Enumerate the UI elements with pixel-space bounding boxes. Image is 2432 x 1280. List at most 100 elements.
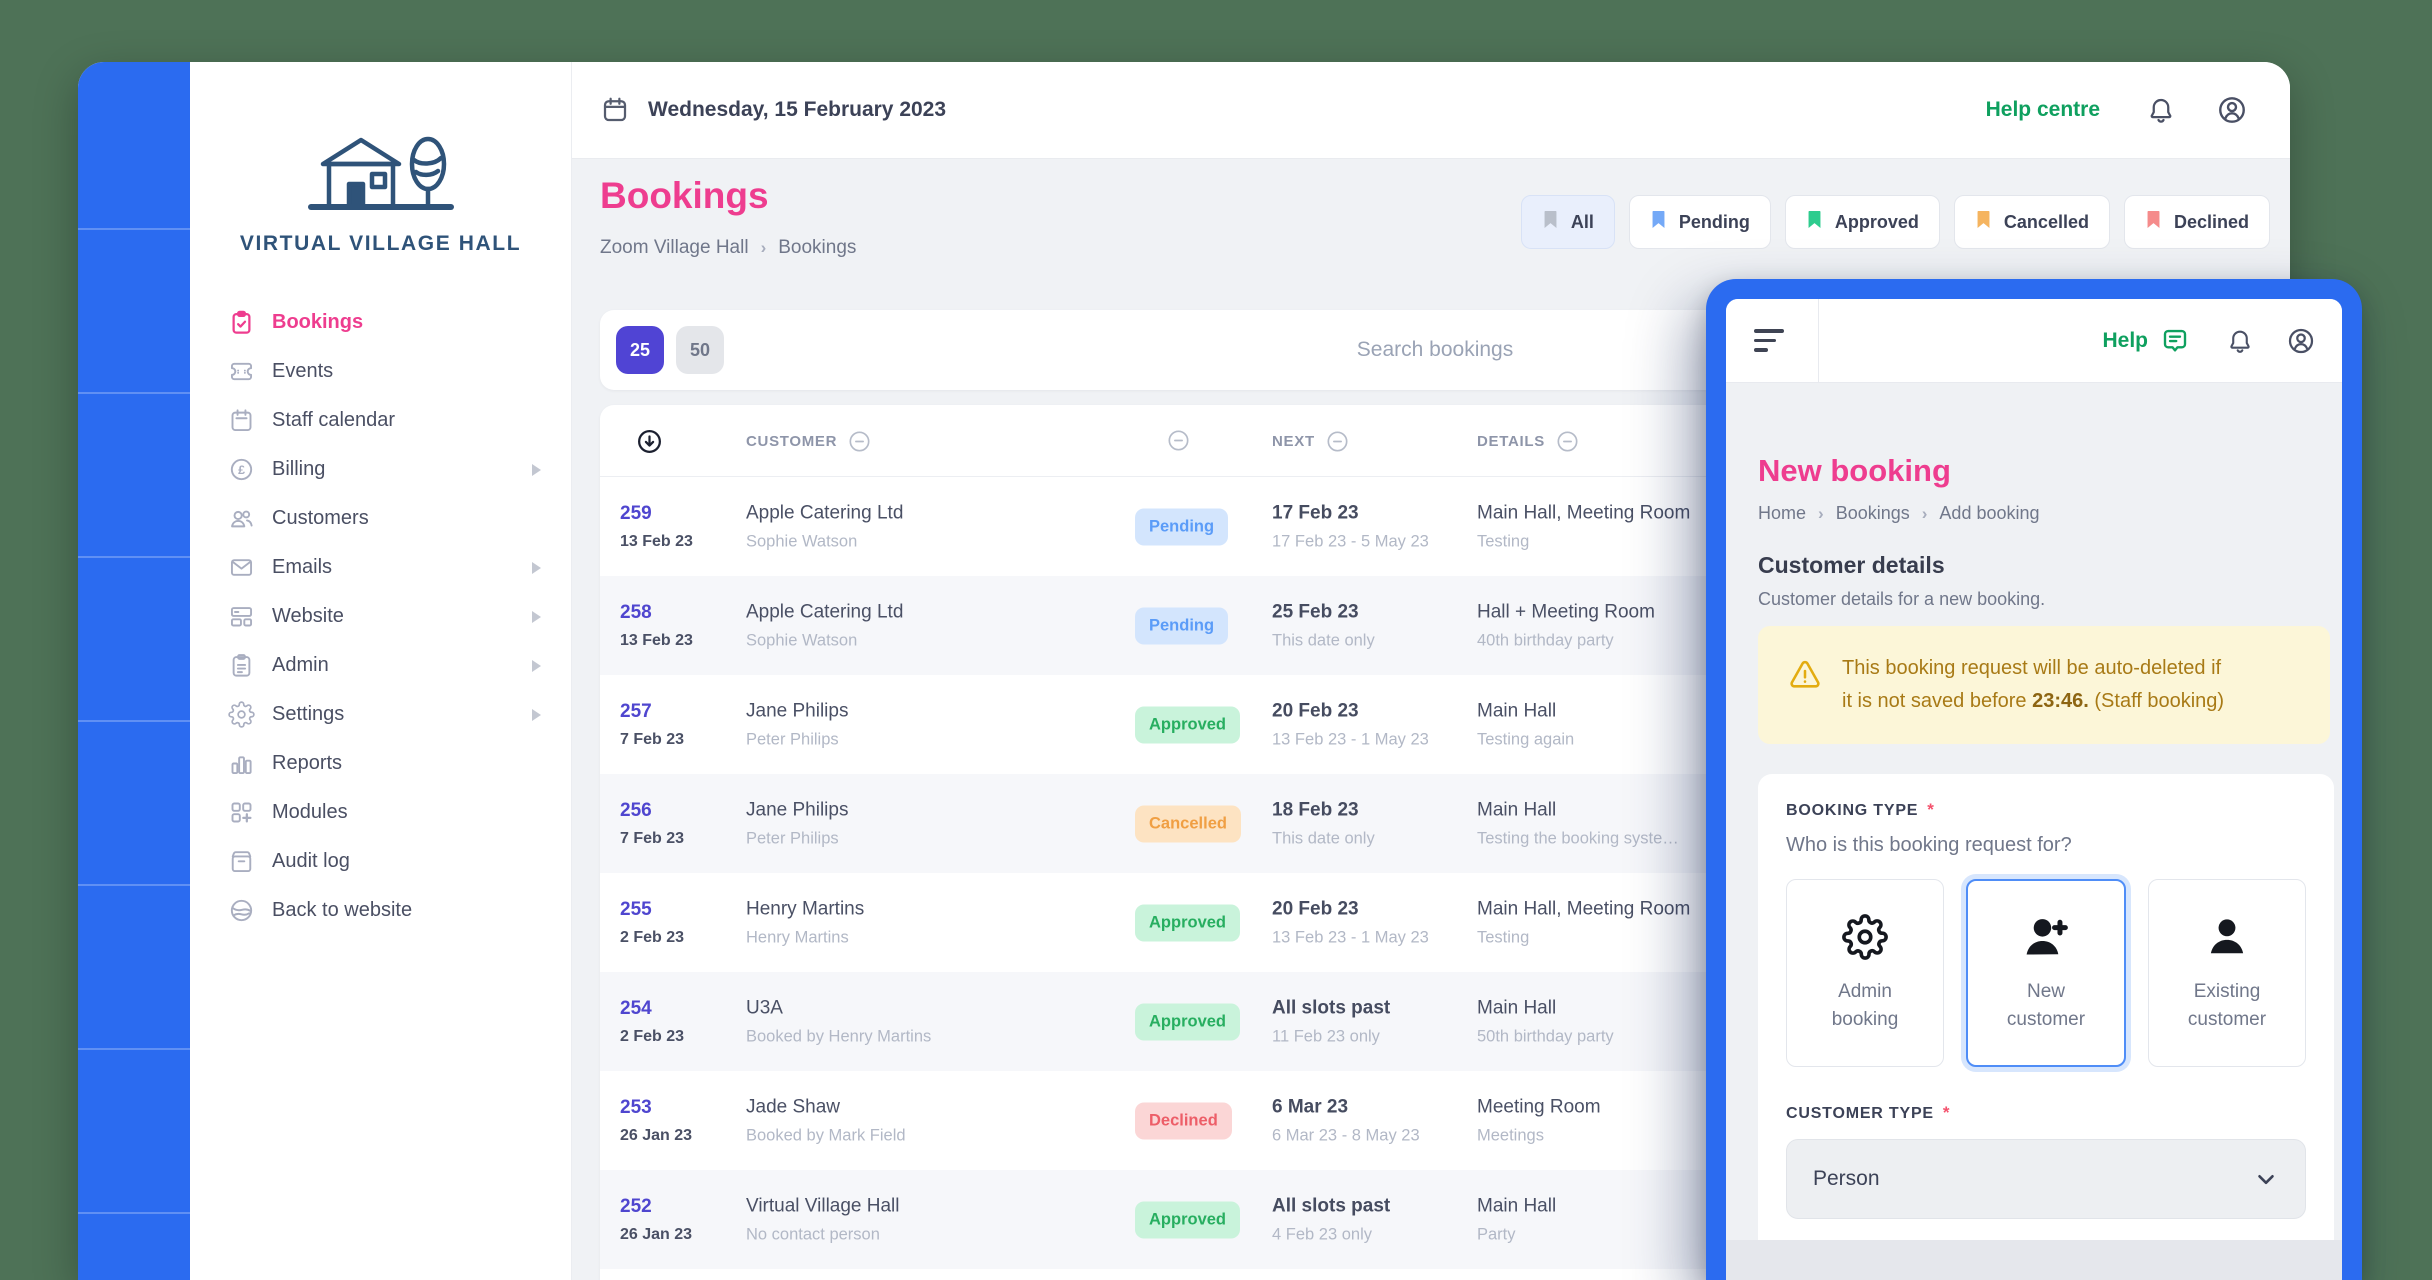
collapse-column-icon[interactable] (847, 429, 872, 454)
sidebar-item-website[interactable]: Website (190, 592, 571, 641)
new-booking-form: New booking Home › Bookings › Add booking Cu… (1726, 383, 2342, 1255)
sidebar-item-billing[interactable]: £ Billing (190, 445, 571, 494)
booking-id: 254 (620, 997, 652, 1019)
sidebar-item-label: Audit log (272, 850, 350, 872)
filter-chip-pending[interactable]: Pending (1628, 195, 1771, 249)
next-date-range: This date only (1272, 829, 1375, 847)
next-date: 20 Feb 23 (1272, 700, 1359, 721)
rail-divider-line (78, 720, 190, 722)
booking-id: 255 (620, 898, 652, 920)
bookmark-icon (2145, 209, 2162, 235)
sidebar-item-emails[interactable]: Emails (190, 543, 571, 592)
customer-name: U3A (746, 997, 783, 1018)
calendar-icon (228, 407, 255, 434)
filter-chip-declined[interactable]: Declined (2123, 195, 2270, 249)
filter-chip-cancelled[interactable]: Cancelled (1953, 195, 2110, 249)
status-badge: Pending (1135, 508, 1229, 545)
village-hall-logo-icon (307, 136, 454, 210)
sidebar-item-settings[interactable]: Settings (190, 690, 571, 739)
table-row[interactable]: 259 13 Feb 23 Apple Catering Ltd Sophie Wat… (600, 477, 2270, 576)
col-header-next: NEXT (1272, 405, 1350, 477)
bell-icon[interactable] (2146, 95, 2176, 125)
bookmark-icon (1650, 209, 1667, 235)
next-date-range: This date only (1272, 631, 1375, 649)
customer-name: Jade Shaw (746, 1096, 841, 1117)
booking-type-question: Who is this booking request for? (1786, 834, 2072, 856)
table-row[interactable]: 253 26 Jan 23 Jade Shaw Booked by Mark Fiel… (600, 1071, 2270, 1170)
customer-contact: Booked by Mark Field (746, 1126, 906, 1144)
collapse-column-icon[interactable] (1555, 429, 1580, 454)
collapse-column-icon[interactable] (1325, 429, 1350, 454)
breadcrumb-item[interactable]: Zoom Village Hall (600, 237, 749, 258)
booking-type-options: Admin booking New customer Existing custom… (1786, 879, 2306, 1067)
option-existing-customer[interactable]: Existing customer (2148, 879, 2306, 1067)
table-row[interactable]: 255 2 Feb 23 Henry Martins Henry Martins App… (600, 873, 2270, 972)
sidebar-item-audit-log[interactable]: Audit log (190, 837, 571, 886)
option-new-customer[interactable]: New customer (1966, 879, 2126, 1067)
page-size-50[interactable]: 50 (676, 326, 724, 374)
next-date: 6 Mar 23 (1272, 1096, 1349, 1117)
customer-type-select[interactable]: Person (1786, 1139, 2306, 1219)
left-accent-rail (78, 62, 190, 1280)
customer-name: Jane Philips (746, 799, 849, 820)
next-date: 20 Feb 23 (1272, 898, 1359, 919)
page-title: Bookings (600, 175, 769, 216)
sidebar-item-label: Settings (272, 703, 345, 725)
booking-id: 258 (620, 601, 652, 623)
breadcrumb: Home › Bookings › Add booking (1758, 503, 2322, 524)
sidebar-item-admin[interactable]: Admin (190, 641, 571, 690)
breadcrumb-item[interactable]: Bookings (778, 237, 857, 258)
section-title: Customer details (1758, 552, 1945, 578)
option-admin-booking[interactable]: Admin booking (1786, 879, 1944, 1067)
filter-chip-label: Declined (2173, 211, 2249, 232)
help-centre-link[interactable]: Help centre (1985, 98, 2100, 121)
bookmark-icon (1975, 209, 1992, 235)
sidebar-item-modules[interactable]: Modules (190, 788, 571, 837)
user-avatar-icon[interactable] (2286, 326, 2316, 356)
sidebar-item-label: Modules (272, 801, 348, 823)
status-badge: Declined (1135, 1102, 1232, 1139)
sidebar-item-staff-calendar[interactable]: Staff calendar (190, 396, 571, 445)
sort-icon[interactable] (636, 428, 663, 460)
filter-chip-approved[interactable]: Approved (1784, 195, 1940, 249)
breadcrumb-item[interactable]: Home (1758, 503, 1807, 523)
breadcrumb-item[interactable]: Bookings (1835, 503, 1910, 523)
booking-description: Party (1477, 1225, 1516, 1243)
sidebar-item-back-to-website[interactable]: Back to website (190, 886, 571, 935)
sidebar-item-events[interactable]: Events (190, 347, 571, 396)
next-date: All slots past (1272, 1195, 1391, 1216)
bell-icon[interactable] (2226, 327, 2254, 355)
booking-rooms: Main Hall, Meeting Room (1477, 898, 1691, 919)
booking-rooms: Hall + Meeting Room (1477, 601, 1655, 622)
status-filter-chips: All Pending Approved Cancelled Declined (1520, 195, 2270, 249)
booking-created-date: 2 Feb 23 (620, 1027, 685, 1045)
new-booking-panel: Help New booking Home › Bookings › Add booki… (1706, 279, 2362, 1280)
sidebar-item-bookings[interactable]: Bookings (190, 298, 571, 347)
breadcrumb: Zoom Village Hall › Bookings (600, 237, 856, 259)
booking-rooms: Main Hall, Meeting Room (1477, 502, 1691, 523)
page-size-25[interactable]: 25 (616, 326, 664, 374)
rail-divider-line (78, 1212, 190, 1214)
booking-id: 257 (620, 700, 652, 722)
sidebar-item-label: Website (272, 605, 344, 627)
breadcrumb-item[interactable]: Add booking (1939, 503, 2040, 523)
collapse-status-column-icon[interactable] (1166, 428, 1191, 458)
user-avatar-icon[interactable] (2216, 94, 2248, 126)
option-label: Admin booking (1831, 980, 1899, 1031)
filter-chip-label: Cancelled (2003, 211, 2089, 232)
table-row[interactable]: 257 7 Feb 23 Jane Philips Peter Philips Appr… (600, 675, 2270, 774)
svg-text:£: £ (238, 463, 245, 477)
booking-type-label: BOOKING TYPE * (1786, 800, 1935, 819)
sidebar-item-customers[interactable]: Customers (190, 494, 571, 543)
person-icon (2204, 912, 2250, 962)
menu-icon[interactable] (1754, 329, 1784, 352)
panel-footer (1726, 1240, 2342, 1280)
sidebar-item-reports[interactable]: Reports (190, 739, 571, 788)
chevron-right-icon (532, 561, 541, 574)
website-icon (228, 603, 255, 630)
booking-form-card: BOOKING TYPE * Who is this booking reques… (1758, 774, 2334, 1255)
filter-chip-all[interactable]: All (1520, 195, 1615, 249)
rail-divider-line (78, 228, 190, 230)
booking-created-date: 7 Feb 23 (620, 730, 685, 748)
help-link[interactable]: Help (2102, 326, 2190, 356)
